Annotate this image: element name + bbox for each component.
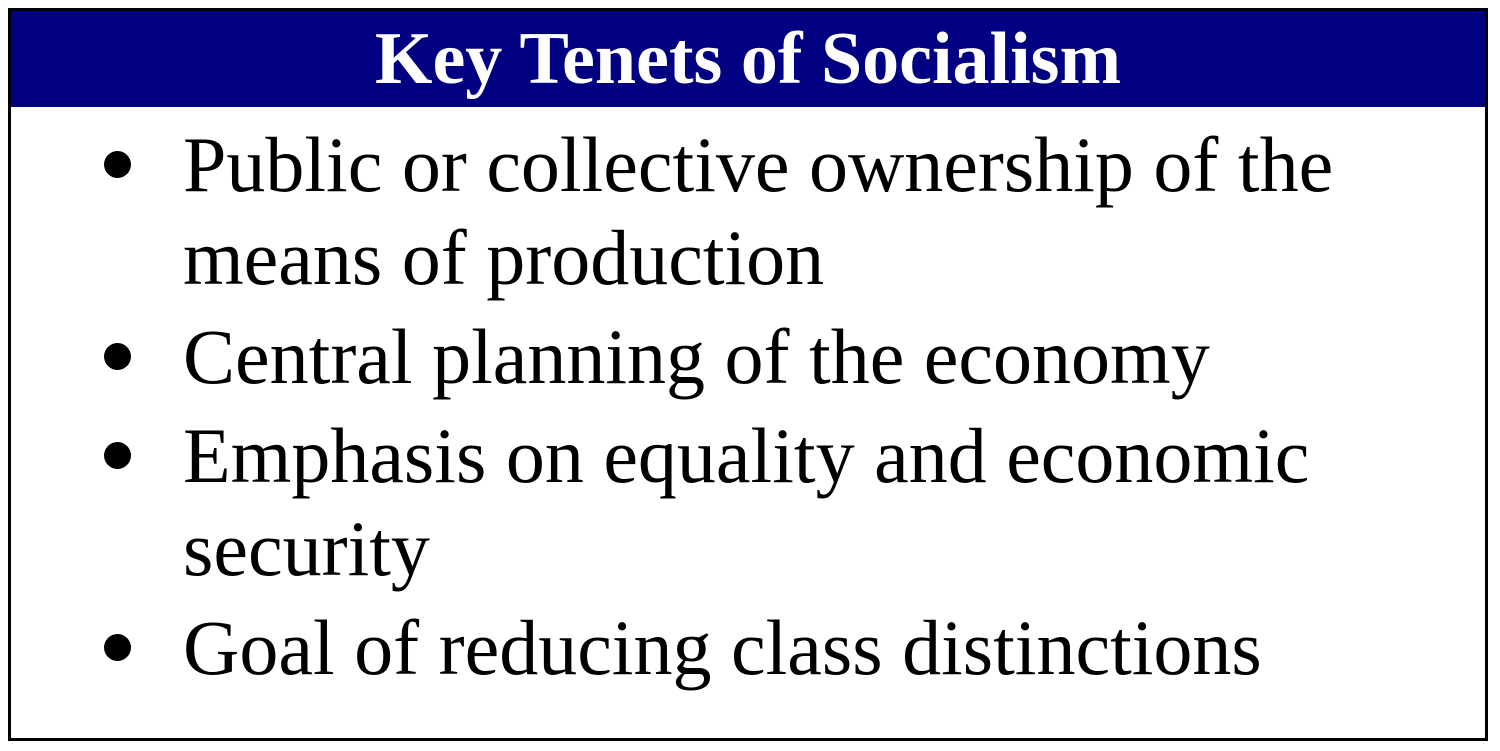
list-item-text: Public or collective ownership of the me… bbox=[183, 121, 1334, 301]
list-item: Goal of reducing class distinctions bbox=[11, 601, 1485, 694]
list-item-text: Central planning of the economy bbox=[183, 313, 1210, 400]
bullet-icon bbox=[97, 118, 137, 211]
list-item-text: Emphasis on equality and economic securi… bbox=[183, 412, 1310, 592]
list-item: Central planning of the economy bbox=[11, 310, 1485, 403]
list-item: Emphasis on equality and economic securi… bbox=[11, 409, 1485, 595]
bullet-icon bbox=[97, 409, 137, 502]
bullet-icon bbox=[97, 310, 137, 403]
tenets-list: Public or collective ownership of the me… bbox=[11, 118, 1485, 700]
list-item-text: Goal of reducing class distinctions bbox=[183, 604, 1262, 691]
tenets-box: Key Tenets of Socialism Public or collec… bbox=[8, 8, 1488, 741]
bullet-icon bbox=[97, 601, 137, 694]
list-item: Public or collective ownership of the me… bbox=[11, 118, 1485, 304]
box-title: Key Tenets of Socialism bbox=[11, 11, 1485, 107]
